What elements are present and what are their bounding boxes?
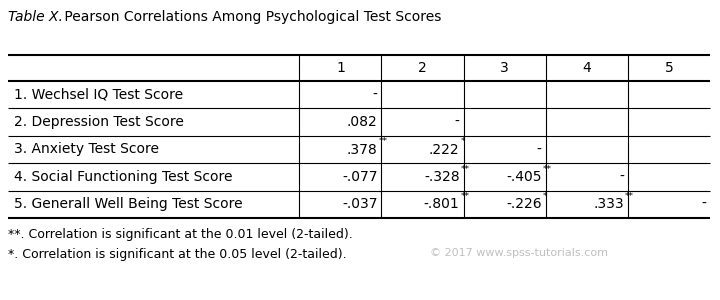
Text: -.405: -.405 [506, 170, 541, 184]
Text: -.226: -.226 [506, 197, 541, 211]
Text: .082: .082 [347, 115, 377, 129]
Text: **: ** [379, 137, 387, 146]
Text: Pearson Correlations Among Psychological Test Scores: Pearson Correlations Among Psychological… [60, 10, 441, 24]
Text: -.328: -.328 [424, 170, 459, 184]
Text: *. Correlation is significant at the 0.05 level (2-tailed).: *. Correlation is significant at the 0.0… [8, 248, 346, 261]
Text: .378: .378 [347, 142, 377, 157]
Text: -: - [619, 170, 624, 184]
Text: -: - [372, 88, 377, 102]
Text: 4: 4 [582, 61, 591, 75]
Text: © 2017 www.spss-tutorials.com: © 2017 www.spss-tutorials.com [430, 248, 608, 258]
Text: *: * [461, 137, 465, 146]
Text: **: ** [625, 192, 634, 201]
Text: **: ** [461, 165, 469, 174]
Text: -.037: -.037 [342, 197, 377, 211]
Text: -: - [701, 197, 706, 211]
Text: **. Correlation is significant at the 0.01 level (2-tailed).: **. Correlation is significant at the 0.… [8, 228, 353, 241]
Text: -.077: -.077 [342, 170, 377, 184]
Text: 1: 1 [336, 61, 345, 75]
Text: -.801: -.801 [424, 197, 459, 211]
Text: Table X.: Table X. [8, 10, 63, 24]
Text: **: ** [543, 165, 552, 174]
Text: 5. Generall Well Being Test Score: 5. Generall Well Being Test Score [14, 197, 243, 211]
Text: 3: 3 [500, 61, 509, 75]
Text: .333: .333 [593, 197, 624, 211]
Text: -: - [537, 142, 541, 157]
Text: 2. Depression Test Score: 2. Depression Test Score [14, 115, 184, 129]
Text: *: * [543, 192, 547, 201]
Text: 5: 5 [665, 61, 673, 75]
Text: **: ** [461, 192, 469, 201]
Text: -: - [455, 115, 459, 129]
Text: 4. Social Functioning Test Score: 4. Social Functioning Test Score [14, 170, 233, 184]
Text: 2: 2 [418, 61, 427, 75]
Text: .222: .222 [429, 142, 459, 157]
Text: 1. Wechsel IQ Test Score: 1. Wechsel IQ Test Score [14, 88, 183, 102]
Text: 3. Anxiety Test Score: 3. Anxiety Test Score [14, 142, 159, 157]
